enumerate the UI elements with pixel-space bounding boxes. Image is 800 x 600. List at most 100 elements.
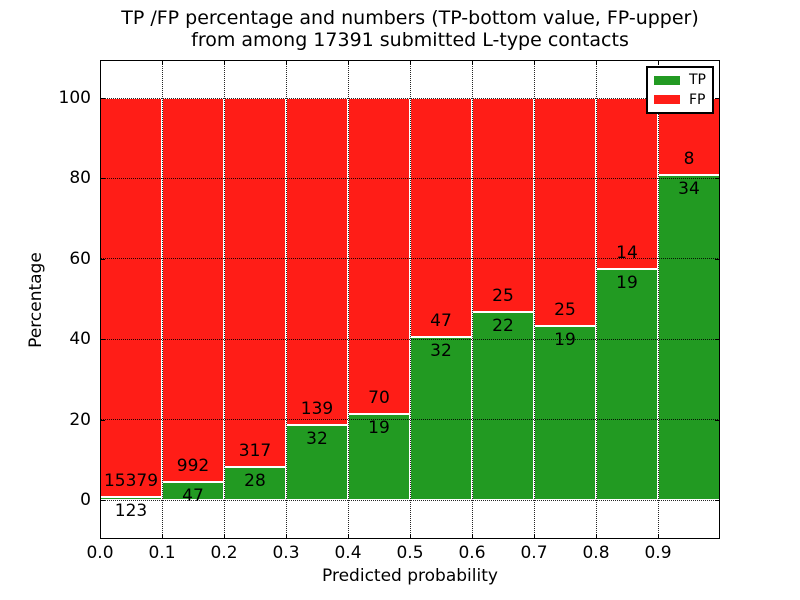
fp-count-label: 25 [492, 285, 514, 306]
fp-count-label: 15379 [103, 470, 159, 491]
bar-segment-fp [286, 98, 348, 425]
y-tick-mark [100, 419, 105, 421]
y-tick-mark [100, 178, 105, 180]
x-tick-label: 0.7 [520, 543, 548, 563]
legend-label-tp: TP [689, 72, 706, 89]
bar-segment-tp [596, 268, 658, 500]
gridline-vertical [595, 60, 597, 539]
gridline-vertical [223, 60, 225, 539]
gridline-horizontal [100, 177, 720, 179]
bar-segment-tp [658, 174, 720, 500]
tp-count-label: 32 [306, 428, 328, 449]
plot-area: 15379 123 992 47 317 28 139 32 70 19 47 32 25 22 25 19 1… [100, 60, 720, 539]
x-tick-mark [348, 534, 349, 539]
bar-segment-tp [224, 467, 286, 500]
fp-count-label: 8 [683, 148, 695, 169]
y-tick-label: 0 [80, 490, 91, 510]
gridline-vertical [161, 60, 163, 539]
bar-segment-tp [472, 311, 534, 500]
y-axis-label: Percentage [26, 252, 46, 348]
x-tick-mark [596, 60, 597, 65]
y-tick-mark [715, 98, 720, 99]
gridline-horizontal [100, 338, 720, 340]
bar-segment-fp [162, 98, 224, 482]
gridline-horizontal [100, 499, 720, 501]
chart-title: TP /FP percentage and numbers (TP-bottom… [121, 7, 699, 29]
x-tick-mark [534, 60, 535, 65]
y-tick-mark [100, 258, 105, 260]
gridline-vertical [657, 60, 659, 539]
legend: TP FP [646, 66, 714, 114]
y-tick-mark [100, 98, 105, 99]
legend-label-fp: FP [689, 91, 706, 108]
bar-segment-fp [224, 98, 286, 468]
bar-segment-fp [410, 98, 472, 338]
y-tick-label: 80 [69, 168, 91, 189]
x-tick-mark [348, 60, 349, 65]
gridline-horizontal [100, 97, 720, 99]
x-tick-mark [658, 60, 659, 65]
tp-swatch-icon [654, 75, 680, 85]
x-axis-label: Predicted probability [322, 566, 498, 586]
gridline-vertical [409, 60, 411, 539]
x-tick-label: 0.5 [396, 543, 424, 563]
bar-segment-fp [596, 98, 658, 269]
chart-subtitle: from among 17391 submitted L-type contac… [191, 29, 629, 51]
tp-count-label: 28 [244, 471, 266, 492]
x-tick-mark [472, 534, 473, 539]
y-tick-mark [715, 258, 720, 260]
legend-item-fp: FP [648, 93, 712, 107]
legend-item-tp: TP [648, 73, 712, 87]
tp-count-label: 22 [492, 315, 514, 336]
gridline-horizontal [100, 419, 720, 421]
gridline-vertical [285, 60, 287, 539]
y-tick-mark [715, 178, 720, 180]
y-tick-mark [100, 500, 105, 501]
bar-segment-fp [472, 98, 534, 312]
x-tick-mark [658, 534, 659, 539]
tp-count-label: 32 [430, 341, 452, 362]
bar-segment-tp [286, 424, 348, 500]
x-tick-label: 0.1 [148, 543, 176, 563]
gridline-horizontal [100, 258, 720, 260]
x-tick-mark [410, 60, 411, 65]
fp-swatch-icon [654, 95, 680, 105]
y-tick-mark [715, 339, 720, 341]
x-tick-mark [472, 60, 473, 65]
x-tick-mark [596, 534, 597, 539]
x-tick-mark [224, 60, 225, 65]
fp-count-label: 992 [176, 455, 210, 476]
tp-count-label: 19 [368, 418, 390, 439]
x-tick-mark [162, 60, 163, 65]
x-tick-mark [224, 534, 225, 539]
y-tick-label: 60 [69, 248, 91, 269]
x-tick-mark [534, 534, 535, 539]
fp-count-label: 25 [554, 300, 576, 321]
x-tick-mark [100, 60, 101, 65]
x-tick-mark [286, 60, 287, 65]
x-tick-label: 0.4 [334, 543, 362, 563]
bar-segment-fp [348, 98, 410, 415]
y-tick-mark [715, 419, 720, 421]
tp-count-label: 19 [554, 330, 576, 351]
y-tick-label: 40 [69, 329, 91, 350]
fp-count-label: 317 [238, 441, 272, 462]
y-tick-mark [100, 339, 105, 341]
gridline-vertical [471, 60, 473, 539]
fp-count-label: 139 [300, 398, 334, 419]
fp-count-label: 47 [430, 311, 452, 332]
bar-segment-tp [348, 414, 410, 500]
y-tick-label: 100 [58, 88, 91, 108]
bar-segment-fp [534, 98, 596, 327]
y-tick-mark [715, 500, 720, 501]
x-tick-mark [100, 534, 101, 539]
x-tick-label: 0.2 [210, 543, 238, 563]
tp-count-label: 47 [182, 485, 204, 506]
gridline-vertical [347, 60, 349, 539]
bar-segment-tp [534, 326, 596, 500]
bar-segment-fp [100, 98, 162, 497]
tp-count-label: 19 [616, 272, 638, 293]
gridline-vertical [533, 60, 535, 539]
x-tick-mark [410, 534, 411, 539]
